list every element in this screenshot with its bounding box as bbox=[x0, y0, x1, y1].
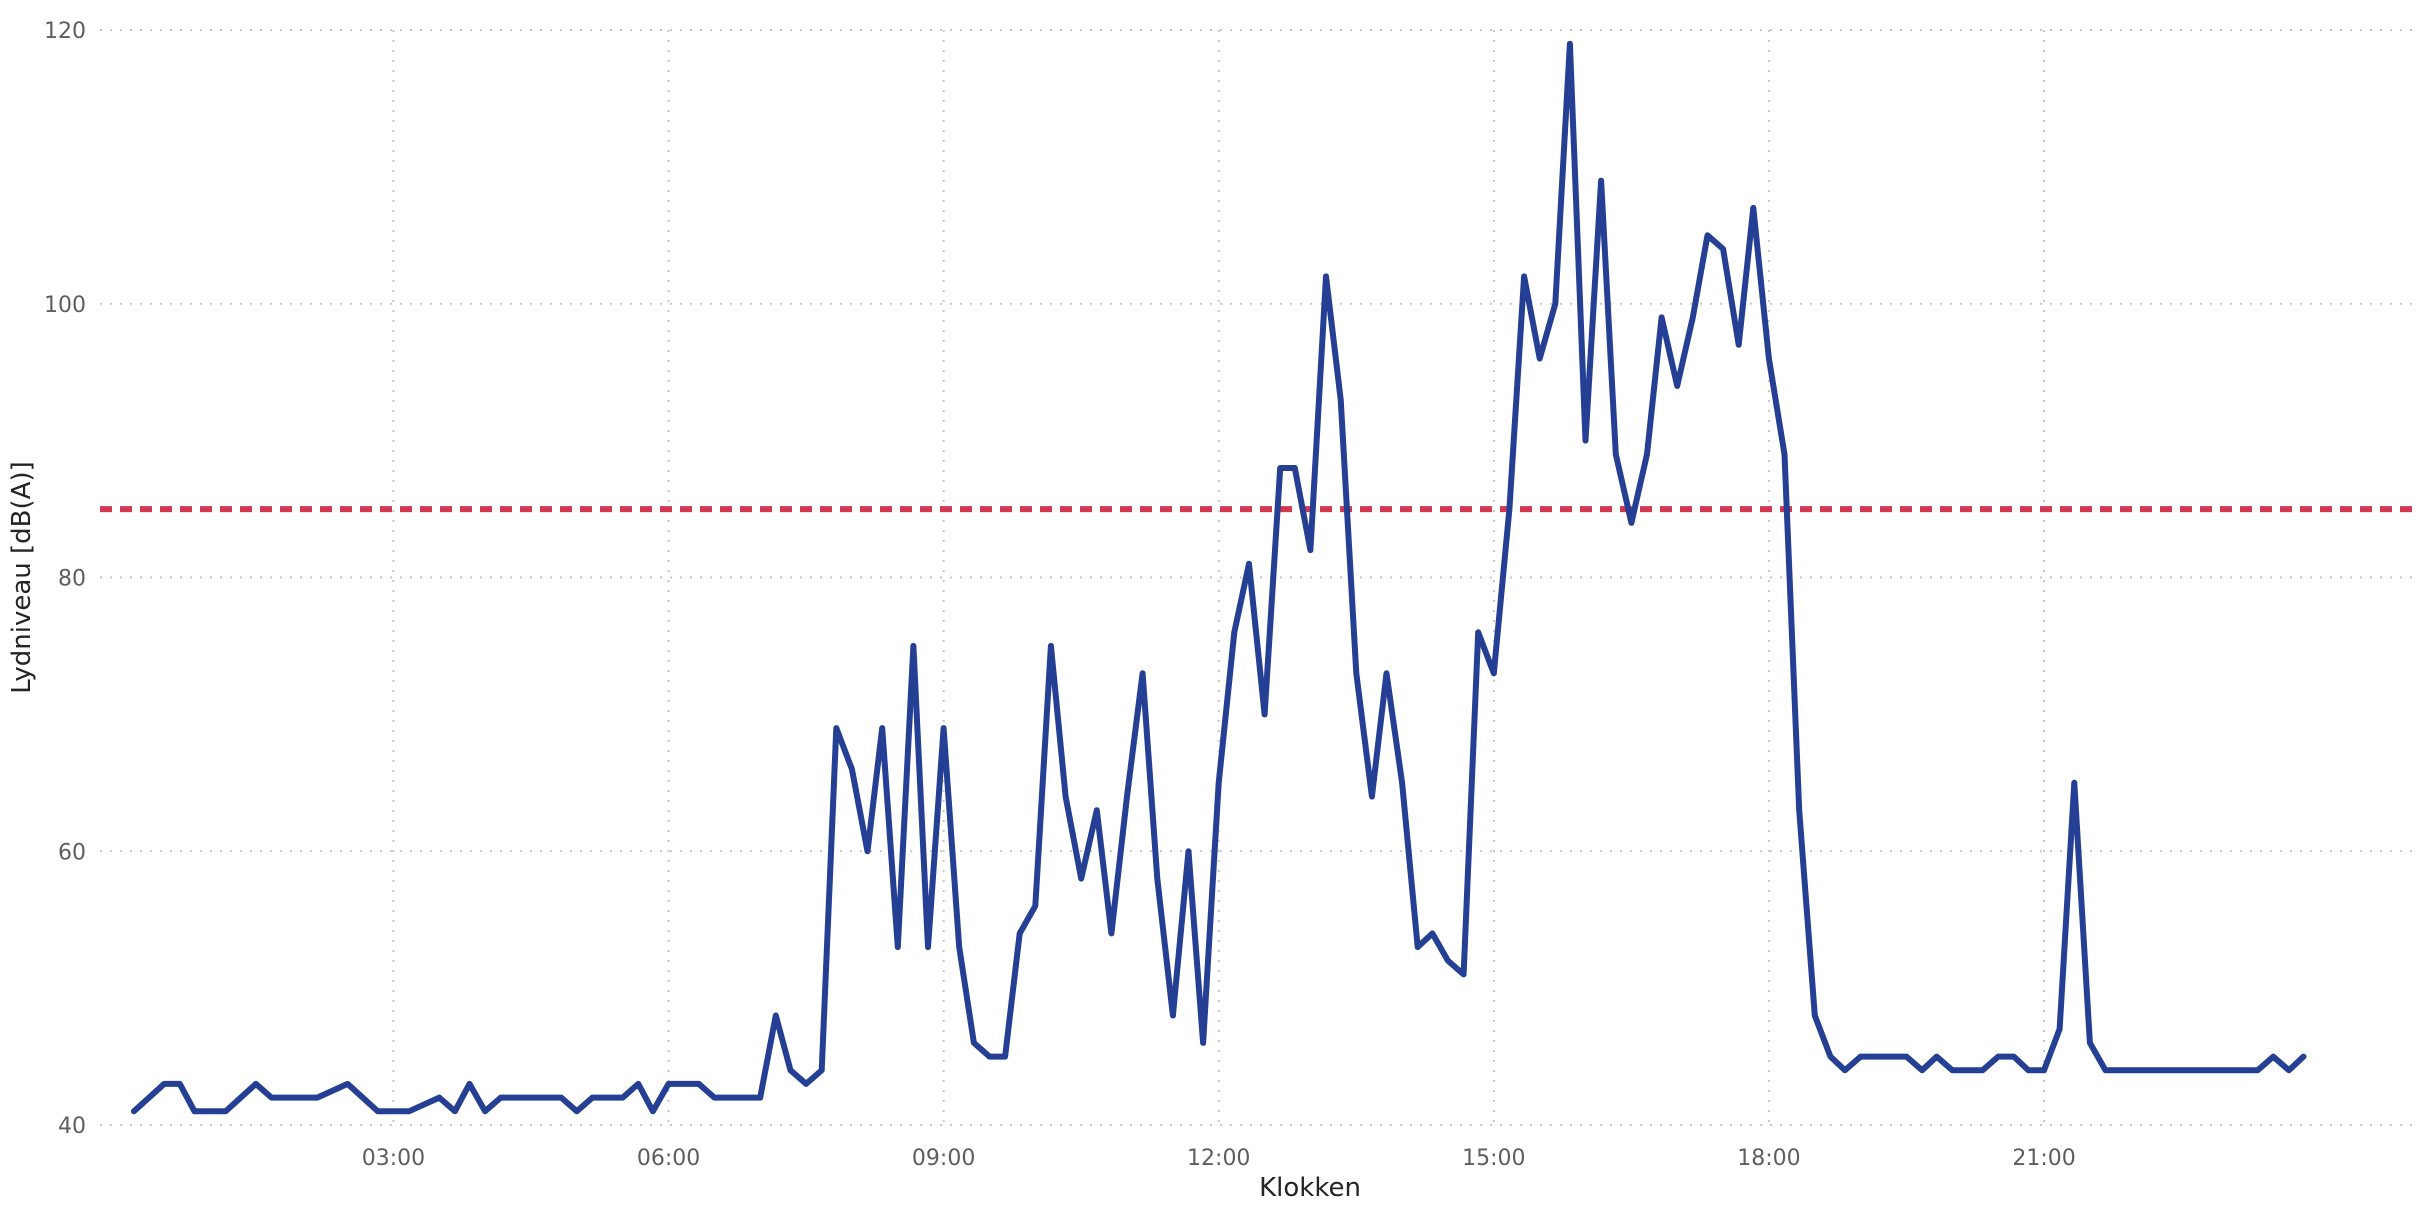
x-tick-label: 15:00 bbox=[1462, 1146, 1525, 1171]
x-axis-title: Klokken bbox=[1259, 1173, 1361, 1203]
gridlines bbox=[100, 29, 2420, 1126]
y-tick-label: 120 bbox=[44, 19, 86, 44]
x-axis-ticks: 03:00 06:00 09:00 12:00 15:00 18:00 21:00 bbox=[362, 1146, 2076, 1171]
x-tick-label: 21:00 bbox=[2012, 1146, 2075, 1171]
y-axis-ticks: 40 60 80 100 120 bbox=[44, 19, 86, 1139]
x-tick-label: 09:00 bbox=[912, 1146, 975, 1171]
y-tick-label: 80 bbox=[58, 567, 86, 592]
y-tick-label: 60 bbox=[58, 840, 86, 865]
x-tick-label: 12:00 bbox=[1187, 1146, 1250, 1171]
x-tick-label: 06:00 bbox=[637, 1146, 700, 1171]
series-line bbox=[130, 40, 2307, 1115]
x-tick-label: 03:00 bbox=[362, 1146, 425, 1171]
y-axis-title: Lydniveau [dB(A)] bbox=[7, 461, 37, 693]
x-tick-label: 18:00 bbox=[1737, 1146, 1800, 1171]
y-tick-label: 100 bbox=[44, 293, 86, 318]
y-tick-label: 40 bbox=[58, 1114, 86, 1139]
